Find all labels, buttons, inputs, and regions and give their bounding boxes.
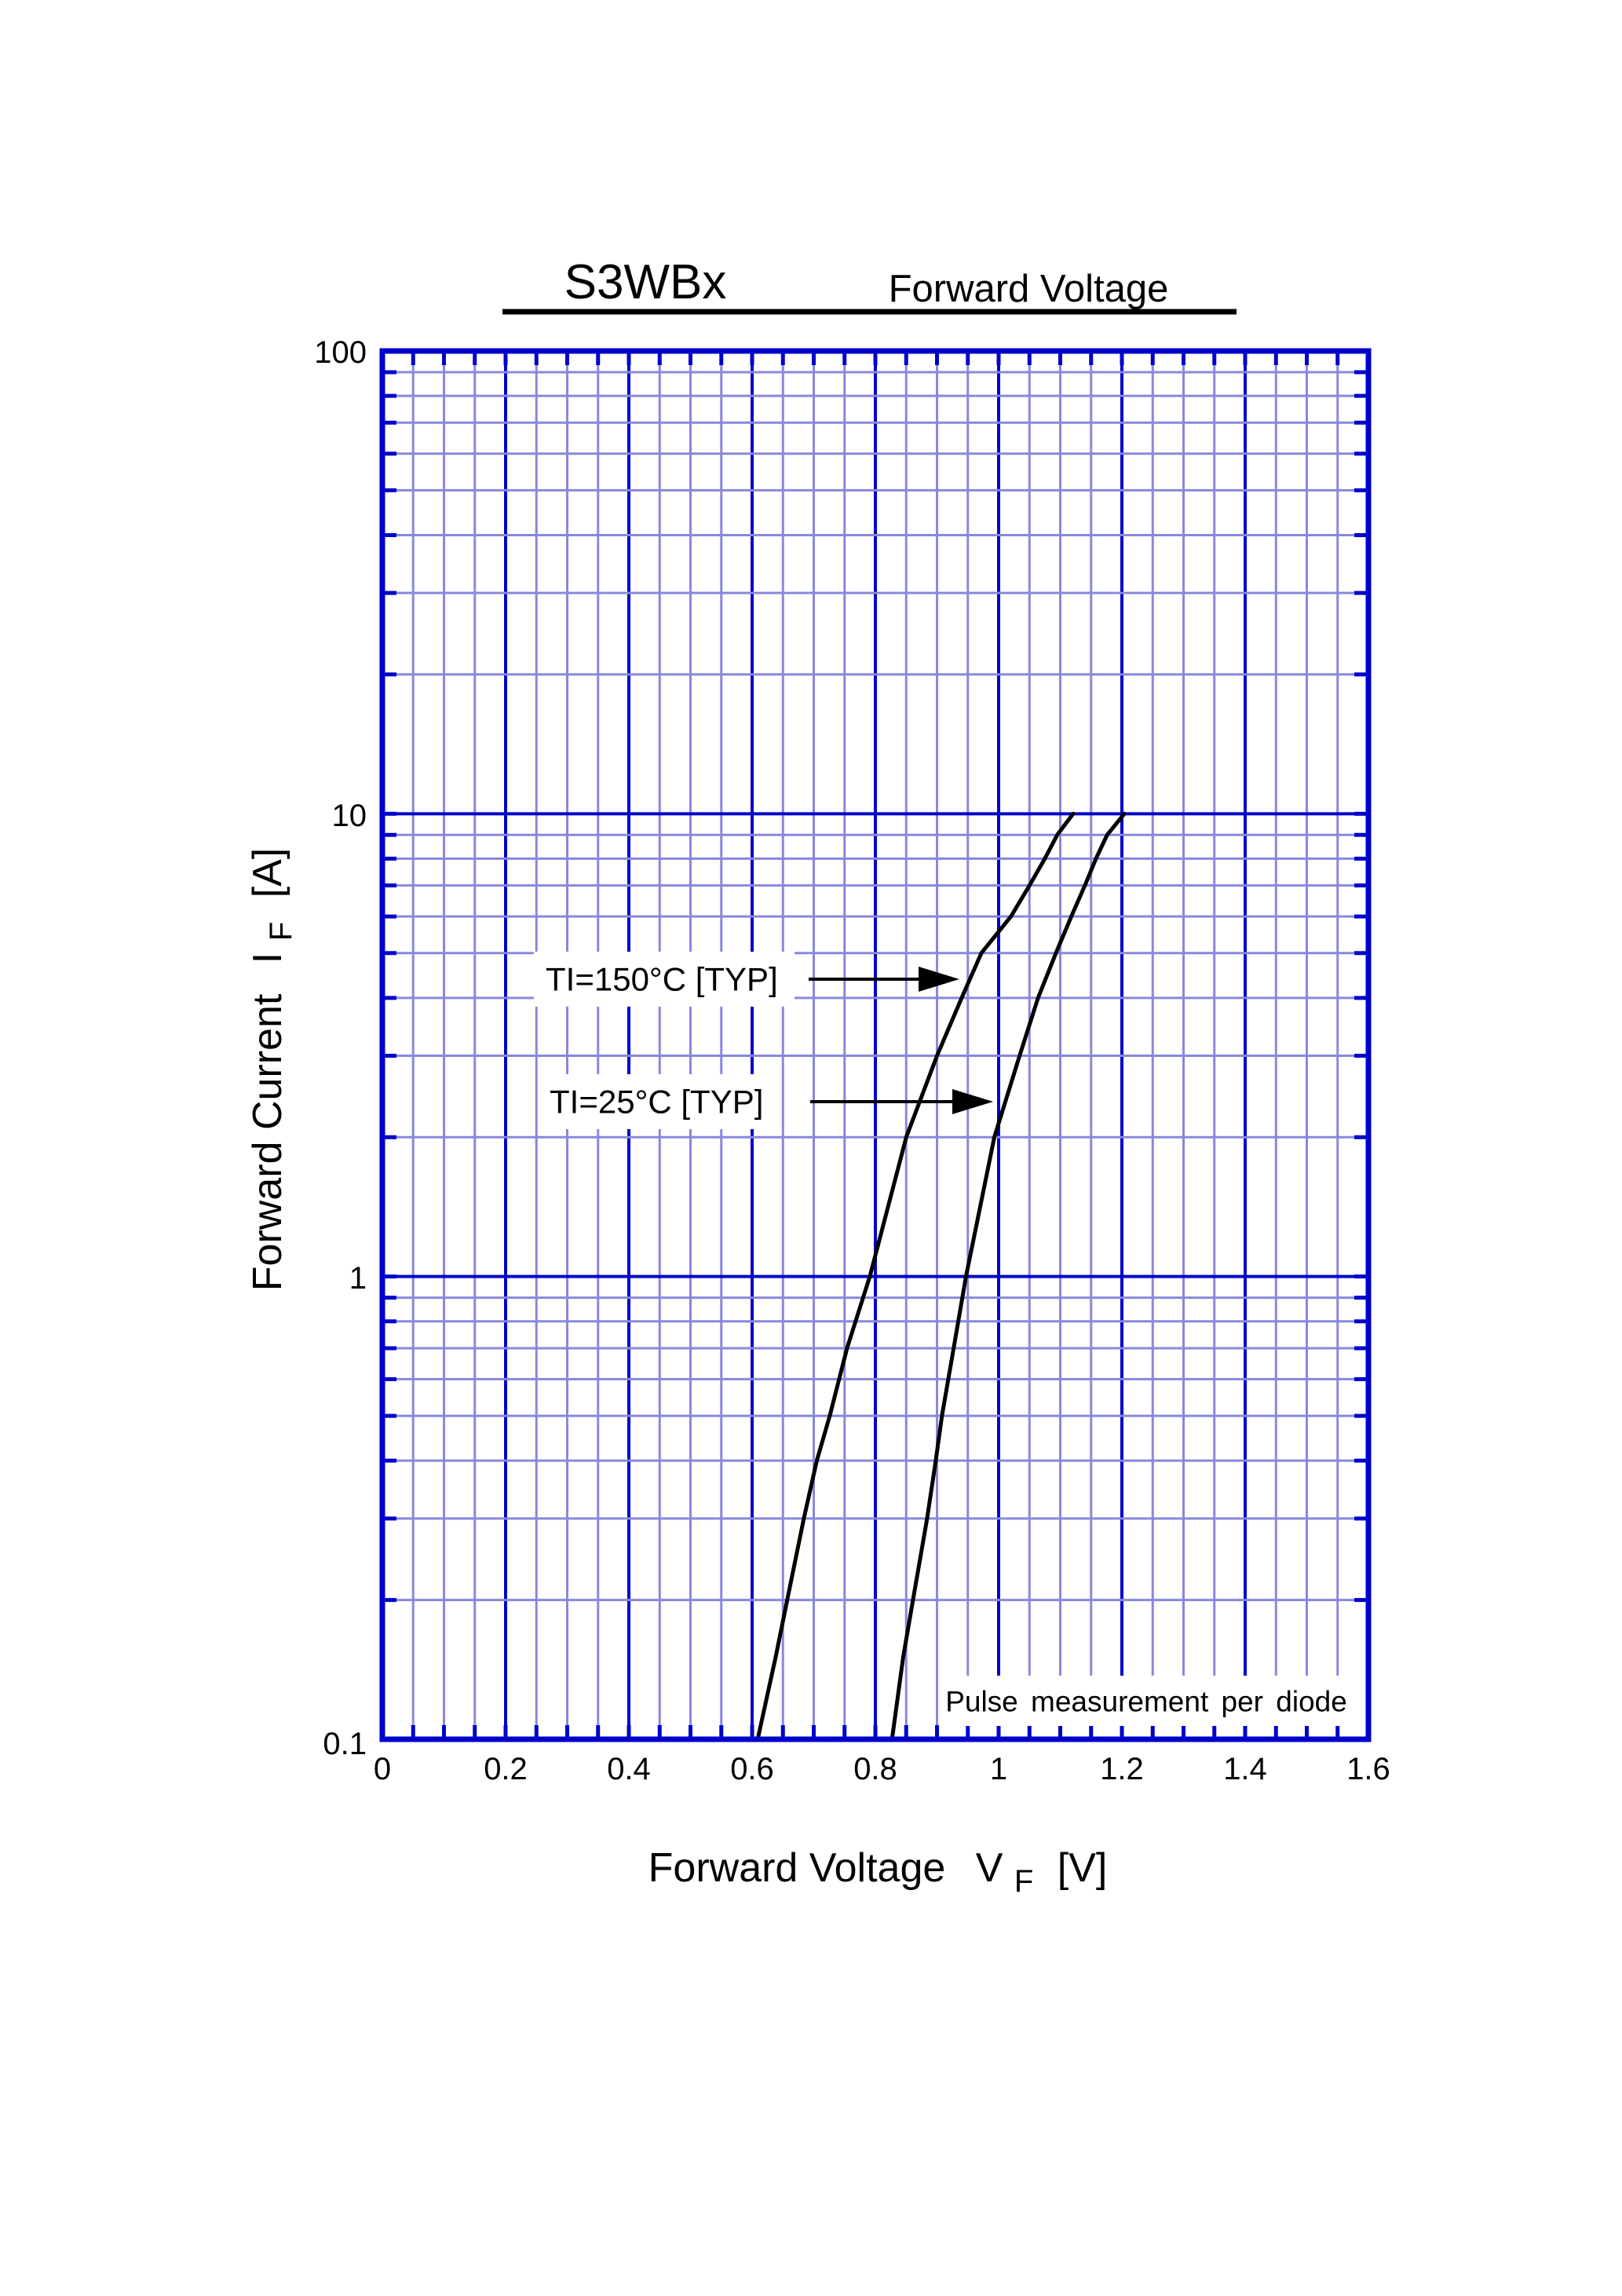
y-axis-title: Forward Current I F [A]	[245, 848, 301, 1291]
x-tick-0: 0	[374, 1752, 391, 1786]
plot-frame	[379, 348, 1372, 1742]
y-tick-1: 1	[349, 1261, 367, 1296]
annotation-bg	[941, 1676, 1352, 1726]
x-tick-1p6: 1.6	[1346, 1752, 1390, 1786]
x-tick-1p2: 1.2	[1100, 1752, 1144, 1786]
x-tick-0p6: 0.6	[730, 1752, 774, 1786]
x-tick-1: 1	[990, 1752, 1007, 1786]
x-tick-0p8: 0.8	[853, 1752, 897, 1786]
x-axis-title: Forward Voltage V F [V]	[648, 1845, 1108, 1901]
x-tick-0p2: 0.2	[484, 1752, 528, 1786]
part-number: S3WBx	[564, 255, 727, 309]
y-tick-0p1: 0.1	[323, 1727, 367, 1761]
label-arrows	[809, 967, 993, 1114]
chart-title: Forward Voltage	[889, 268, 1169, 310]
data-curves	[755, 811, 1127, 1742]
curve-150c	[755, 811, 1076, 1742]
plot-grid	[382, 351, 1368, 1739]
series-label-150-bg	[534, 952, 795, 1007]
y-tick-100: 100	[314, 335, 367, 370]
series-label-25: TI=25°C [TYP]	[550, 1084, 763, 1121]
x-tick-0p4: 0.4	[607, 1752, 651, 1786]
curve-25c	[890, 811, 1127, 1742]
pulse-measurement-note: Pulse measurement per diode	[945, 1686, 1347, 1718]
x-tick-1p4: 1.4	[1223, 1752, 1267, 1786]
y-tick-10: 10	[332, 799, 367, 833]
series-label-25-bg	[539, 1074, 773, 1129]
series-label-150: TI=150°C [TYP]	[546, 961, 778, 998]
